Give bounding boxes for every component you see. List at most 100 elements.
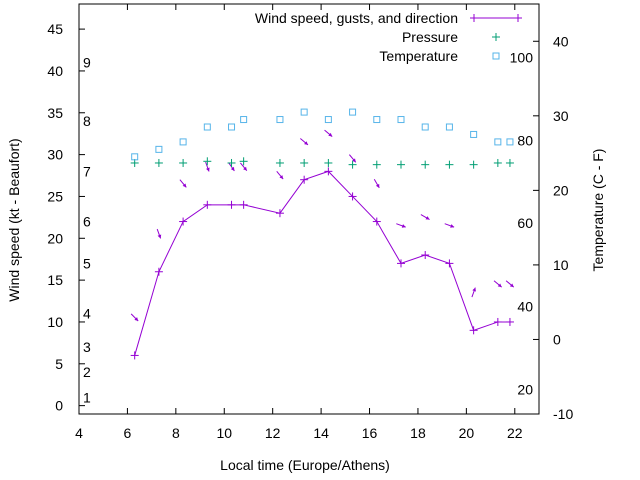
temperature-point [240, 116, 248, 124]
x-tick-label: 16 [362, 425, 378, 441]
wind-direction-arrow [276, 171, 284, 180]
x-tick-label: 4 [75, 425, 83, 441]
pressure-point [179, 158, 188, 167]
wind-direction-head [509, 283, 514, 288]
y2-tick-label: 10 [553, 257, 569, 273]
wind-direction-arrow [396, 223, 406, 228]
wind-speed-point [300, 175, 309, 184]
y-tick-label: 40 [47, 63, 63, 79]
wind-direction-head [134, 317, 139, 321]
y-tick-label: 5 [55, 356, 63, 372]
wind-speed-point [324, 167, 333, 176]
fahrenheit-label: 100 [510, 50, 534, 66]
legend-label: Pressure [402, 29, 458, 45]
fahrenheit-label: 20 [517, 381, 533, 397]
wind-direction-arrow [493, 280, 502, 288]
temperature-point [506, 138, 514, 146]
pressure-point [348, 160, 357, 169]
wind-speed-point [469, 326, 478, 335]
y2-tick-label: 30 [553, 108, 569, 124]
y2-tick-label: 20 [553, 182, 569, 198]
beaufort-label: 9 [83, 55, 91, 71]
temperature-point [203, 123, 211, 131]
wind-speed-point [130, 351, 139, 360]
temperature-point [470, 130, 478, 138]
beaufort-label: 8 [83, 113, 91, 129]
wind-direction-arrow [505, 280, 515, 288]
wind-direction-arrow [420, 214, 430, 220]
wind-direction-head [352, 158, 356, 163]
fahrenheit-label: 60 [517, 215, 533, 231]
wind-direction-head [401, 224, 406, 228]
temperature-point [421, 123, 429, 131]
y2-tick-label: -10 [553, 406, 573, 422]
temperature-point [494, 138, 502, 146]
y-tick-label: 20 [47, 230, 63, 246]
wind-direction-head [450, 224, 455, 228]
wind-speed-point [179, 217, 188, 226]
x-tick-label: 10 [216, 425, 232, 441]
temperature-point [155, 145, 163, 153]
temperature-point [324, 116, 332, 124]
pressure-point [493, 158, 502, 167]
wind-direction-head [243, 166, 247, 171]
wind-speed-point [421, 251, 430, 260]
wind-speed-point [154, 267, 163, 276]
beaufort-label: 6 [83, 214, 91, 230]
wind-speed-point [275, 209, 284, 218]
wind-direction-head [328, 132, 333, 137]
beaufort-label: 5 [83, 255, 91, 271]
wind-speed-point [445, 259, 454, 268]
wind-direction-head [304, 141, 308, 145]
plot-frame [78, 3, 540, 415]
temperature-point [349, 108, 357, 116]
temperature-point [179, 138, 187, 146]
wind-direction-head [157, 234, 162, 239]
beaufort-label: 3 [83, 339, 91, 355]
y-tick-label: 30 [47, 147, 63, 163]
pressure-point [469, 160, 478, 169]
y-tick-label: 10 [47, 314, 63, 330]
wind-direction-arrow [324, 129, 333, 137]
wind-direction-head [279, 175, 284, 180]
wind-speed-point [372, 217, 381, 226]
wind-speed-point [348, 192, 357, 201]
pressure-point [300, 158, 309, 167]
x-tick-label: 18 [410, 425, 426, 441]
axis-tick-labels: 4 6 8 10 12 14 16 18 20 22051015202530354045-1001… [47, 21, 573, 441]
wind-direction-head [497, 283, 502, 288]
beaufort-label: 2 [83, 364, 91, 380]
x-tick-label: 8 [172, 425, 180, 441]
y-tick-label: 25 [47, 188, 63, 204]
pressure-point [227, 158, 236, 167]
temperature-point [397, 116, 405, 124]
wind-direction-head [182, 183, 187, 188]
wind-speed-point [493, 317, 502, 326]
wind-direction-arrow [471, 287, 476, 298]
wind-speed-point [203, 200, 212, 209]
legend: Wind speed, gusts, and direction Pressure… [255, 10, 522, 64]
secondary-scale-labels: 1 2 3 4 5 6 7 8 9 20 40 60 80 100 [83, 50, 533, 406]
wind-speed-point [239, 200, 248, 209]
pressure-point [324, 158, 333, 167]
temperature-point [300, 108, 308, 116]
wind-direction-arrow [348, 154, 357, 163]
y-tick-label: 35 [47, 105, 63, 121]
x-tick-label: 20 [459, 425, 475, 441]
y2-tick-label: 0 [553, 331, 561, 347]
wind-direction-arrow [179, 179, 187, 188]
pressure-point [397, 160, 405, 169]
pressure-point [275, 158, 284, 167]
fahrenheit-label: 80 [517, 132, 533, 148]
pressure-point [445, 160, 454, 169]
wind-direction-arrow [130, 313, 139, 322]
wind-direction-arrow [205, 161, 210, 172]
y2-tick-label: 40 [553, 33, 569, 49]
temperature-point [373, 116, 381, 124]
pressure-point [505, 158, 514, 167]
fahrenheit-label: 40 [517, 299, 533, 315]
pressure-point [203, 157, 212, 166]
temperature-point [131, 153, 139, 161]
